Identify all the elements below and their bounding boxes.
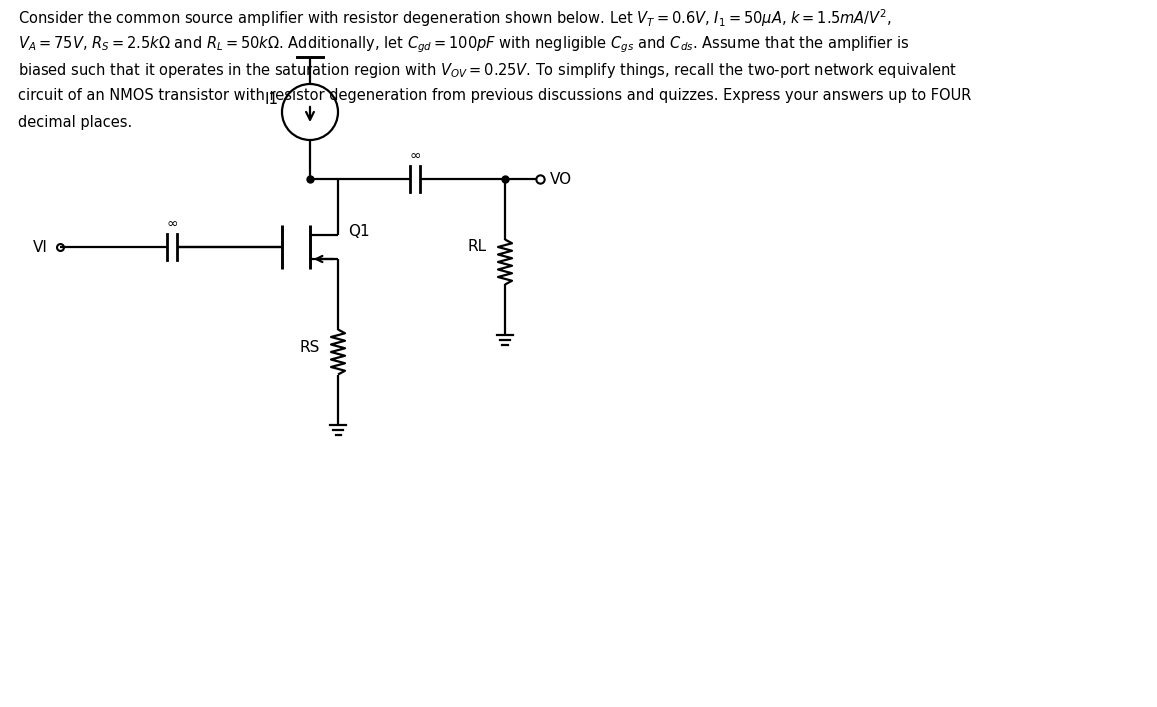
Text: circuit of an NMOS transistor with resistor degeneration from previous discussio: circuit of an NMOS transistor with resis…	[19, 88, 972, 103]
Text: I1: I1	[265, 93, 279, 107]
Text: VI: VI	[34, 240, 47, 255]
Text: RS: RS	[300, 339, 320, 354]
Text: RL: RL	[467, 240, 487, 255]
Text: VO: VO	[550, 172, 572, 187]
Text: $\infty$: $\infty$	[165, 216, 178, 230]
Text: biased such that it operates in the saturation region with $V_{OV} = 0.25V$. To : biased such that it operates in the satu…	[19, 61, 957, 80]
Text: $V_A = 75V$, $R_S = 2.5k\Omega$ and $R_L = 50k\Omega$. Additionally, let $C_{gd}: $V_A = 75V$, $R_S = 2.5k\Omega$ and $R_L…	[19, 34, 909, 54]
Text: Consider the common source amplifier with resistor degeneration shown below. Let: Consider the common source amplifier wit…	[19, 7, 892, 29]
Text: decimal places.: decimal places.	[19, 115, 132, 130]
Text: Q1: Q1	[348, 225, 369, 240]
Text: $\infty$: $\infty$	[408, 148, 421, 162]
